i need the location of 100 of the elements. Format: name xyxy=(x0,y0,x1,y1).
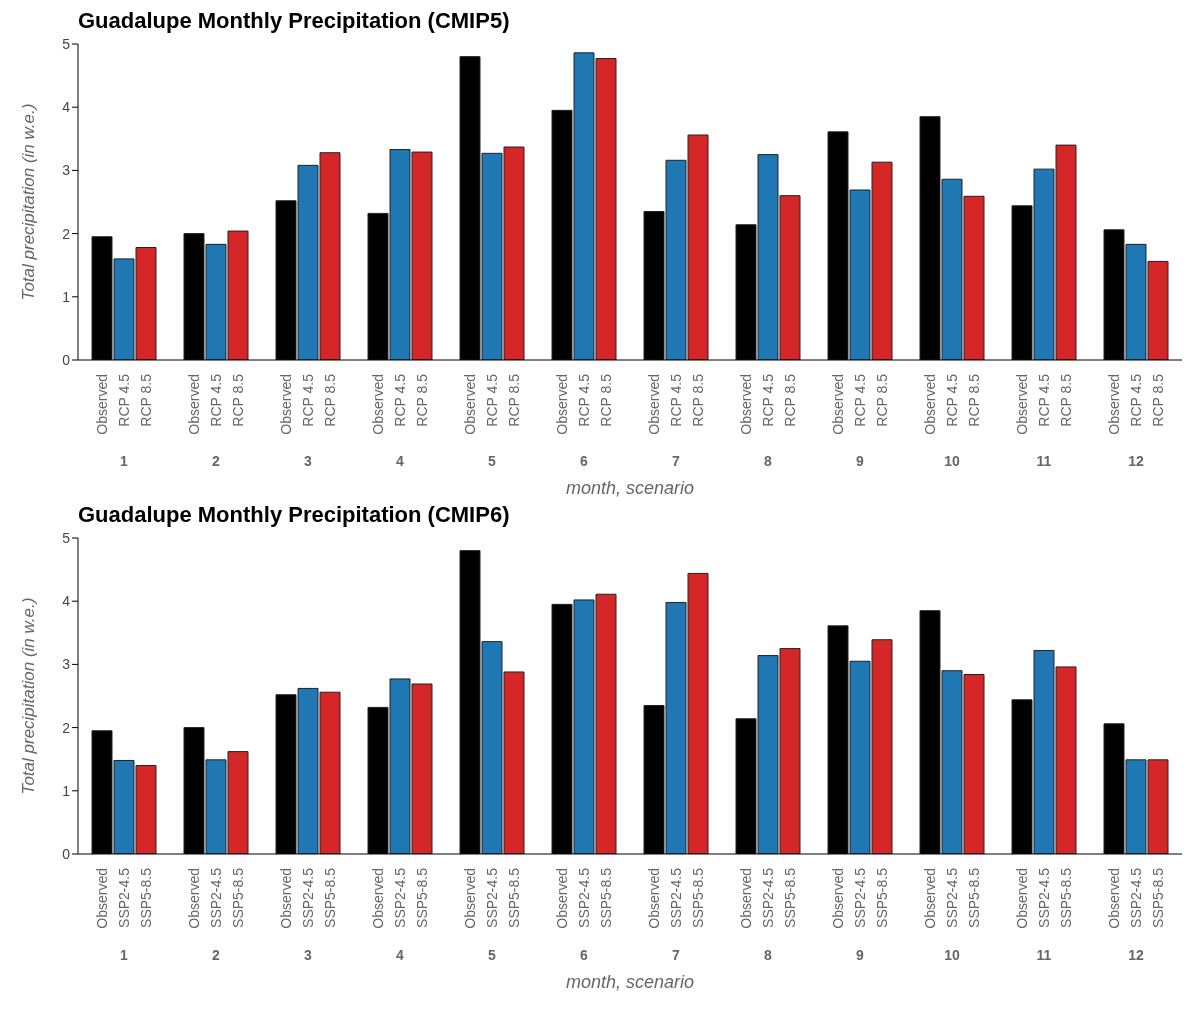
text: RCP 4.5 xyxy=(1128,374,1144,427)
y-tick-label: 4 xyxy=(62,593,71,610)
text: SSP5-8.5 xyxy=(966,868,982,928)
text: RCP 8.5 xyxy=(414,374,430,427)
text: RCP 4.5 xyxy=(300,374,316,427)
x-tick-label: 3 xyxy=(304,452,313,469)
text: Observed xyxy=(922,868,938,929)
text: RCP 4.5 xyxy=(392,374,408,427)
text: SSP5-8.5 xyxy=(874,868,890,928)
text: RCP 8.5 xyxy=(598,374,614,427)
x-tick-label: 12 xyxy=(1128,452,1144,469)
text: Observed xyxy=(370,868,386,929)
text: Observed xyxy=(278,374,294,435)
y-tick-label: 1 xyxy=(62,782,71,799)
y-axis-title: Total precipitation (in w.e.) xyxy=(19,103,39,301)
text: Observed xyxy=(922,374,938,435)
x-axis-title: month, scenario xyxy=(565,972,695,992)
text: RCP 4.5 xyxy=(760,374,776,427)
text: Observed xyxy=(830,868,846,929)
y-tick-label: 0 xyxy=(62,351,71,368)
text: Observed xyxy=(738,868,754,929)
text: RCP 8.5 xyxy=(690,374,706,427)
y-axis-title: Total precipitation (in w.e.) xyxy=(19,597,39,795)
text: SSP2-4.5 xyxy=(760,868,776,928)
text: Observed xyxy=(94,374,110,435)
text: Observed xyxy=(462,868,478,929)
x-tick-label: 5 xyxy=(488,946,497,963)
text: SSP2-4.5 xyxy=(576,868,592,928)
y-tick-label: 3 xyxy=(62,656,71,673)
text: Observed xyxy=(1106,868,1122,929)
text: SSP2-4.5 xyxy=(852,868,868,928)
text: RCP 4.5 xyxy=(116,373,132,427)
text: SSP2-4.5 xyxy=(208,868,224,928)
text: RCP 4.5 xyxy=(484,374,500,427)
text: Observed xyxy=(646,868,662,929)
text: RCP 8.5 xyxy=(230,374,246,427)
text: RCP 8.5 xyxy=(1058,374,1074,427)
x-tick-label: 2 xyxy=(212,946,221,963)
x-tick-label: 9 xyxy=(856,452,865,469)
x-tick-label: 3 xyxy=(304,946,313,963)
text: SSP2-4.5 xyxy=(300,868,316,928)
y-tick-label: 5 xyxy=(62,35,71,52)
y-tick-label: 5 xyxy=(62,529,71,546)
text: SSP5-8.5 xyxy=(506,868,522,928)
text: SSP2-4.5 xyxy=(484,868,500,928)
text: Observed xyxy=(1014,868,1030,929)
x-tick-label: 12 xyxy=(1128,946,1144,963)
text: RCP 8.5 xyxy=(506,374,522,427)
y-tick-label: 3 xyxy=(62,162,71,179)
text: RCP 4.5 xyxy=(1036,374,1052,427)
text: Observed xyxy=(554,374,570,435)
text: SSP5-8.5 xyxy=(414,868,430,928)
text: Observed xyxy=(830,374,846,435)
text: SSP5-8.5 xyxy=(782,868,798,928)
text: Observed xyxy=(278,868,294,929)
text: RCP 4.5 xyxy=(852,374,868,427)
text: SSP2-4.5 xyxy=(116,867,132,928)
x-tick-label: 8 xyxy=(764,946,773,963)
text: RCP 8.5 xyxy=(138,373,154,427)
x-tick-label: 10 xyxy=(944,452,960,469)
text: SSP5-8.5 xyxy=(598,868,614,928)
text: SSP2-4.5 xyxy=(392,868,408,928)
x-tick-label: 4 xyxy=(396,452,405,469)
text: RCP 4.5 xyxy=(944,374,960,427)
text: SSP2-4.5 xyxy=(668,868,684,928)
text: RCP 8.5 xyxy=(782,374,798,427)
text: Observed xyxy=(646,374,662,435)
text: Observed xyxy=(1014,374,1030,435)
chart-title: Guadalupe Monthly Precipitation (CMIP6) xyxy=(77,502,511,529)
x-tick-label: 11 xyxy=(1036,946,1052,963)
text: Observed xyxy=(554,868,570,929)
text: SSP5-8.5 xyxy=(1150,868,1166,928)
text: SSP5-8.5 xyxy=(322,868,338,928)
text: RCP 4.5 xyxy=(208,374,224,427)
x-tick-label: 4 xyxy=(396,946,405,963)
text: SSP5-8.5 xyxy=(1058,868,1074,928)
y-tick-label: 1 xyxy=(62,288,71,305)
text: Observed xyxy=(186,374,202,435)
x-tick-label: 6 xyxy=(580,452,589,469)
text: RCP 8.5 xyxy=(966,374,982,427)
chart-title: Guadalupe Monthly Precipitation (CMIP5) xyxy=(77,8,511,35)
y-tick-label: 4 xyxy=(62,99,71,116)
text: RCP 4.5 xyxy=(576,374,592,427)
text: SSP2-4.5 xyxy=(944,868,960,928)
y-tick-label: 2 xyxy=(62,719,71,736)
x-tick-label: 1 xyxy=(120,946,129,963)
x-tick-label: 11 xyxy=(1036,452,1052,469)
x-tick-label: 7 xyxy=(672,946,681,963)
text: SSP2-4.5 xyxy=(1036,868,1052,928)
x-tick-label: 5 xyxy=(488,452,497,469)
text: Observed xyxy=(94,868,110,929)
text: Observed xyxy=(462,374,478,435)
x-tick-label: 8 xyxy=(764,452,773,469)
text: SSP5-8.5 xyxy=(230,868,246,928)
text: Observed xyxy=(738,374,754,435)
y-tick-label: 2 xyxy=(62,225,71,242)
x-tick-label: 7 xyxy=(672,452,681,469)
x-tick-label: 9 xyxy=(856,946,865,963)
text: RCP 8.5 xyxy=(874,374,890,427)
text: SSP5-8.5 xyxy=(138,867,154,928)
